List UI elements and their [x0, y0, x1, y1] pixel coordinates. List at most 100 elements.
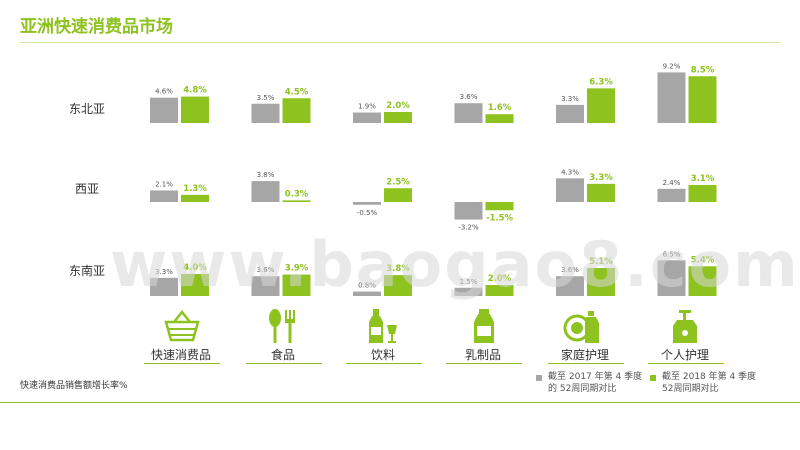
bar-1-1-5: [688, 184, 717, 202]
category-label-personal-care: 个人护理: [660, 348, 709, 362]
data-label-1-0-0: 2.1%: [155, 180, 173, 188]
data-label-1-0-1: 3.8%: [257, 171, 275, 179]
data-label-2-1-5: 5.4%: [691, 255, 715, 265]
data-label-2-0-5: 6.5%: [663, 250, 681, 258]
bar-2-0-2: [353, 291, 381, 296]
bar-0-1-2: [384, 112, 412, 123]
bar-0-1-1: [282, 98, 311, 123]
data-label-0-1-5: 8.5%: [691, 65, 715, 75]
data-label-1-0-4: 4.3%: [561, 168, 579, 176]
data-label-0-1-1: 4.5%: [285, 87, 309, 97]
legend-swatch-2017: [536, 375, 542, 381]
bar-1-1-1: [282, 200, 311, 202]
bar-2-0-5: [657, 260, 686, 296]
data-label-0-1-4: 6.3%: [589, 77, 613, 87]
legend-label-2017: 截至 2017 年第 4 季度 的 52周同期对比: [548, 372, 643, 394]
bar-0-1-3: [485, 114, 514, 123]
pump-bottle-icon: [673, 310, 697, 343]
growth-bar-chart: 4.6% 3.5% 1.9% 3.6% 3.3% 9.2% 4.8% 4.5% 2.0% 1.6%…: [150, 62, 717, 296]
data-label-1-1-3: -1.5%: [486, 213, 514, 223]
bar-0-0-0: [150, 97, 178, 123]
category-label-beverages: 饮料: [370, 348, 395, 362]
milk-bottle-icon: [474, 309, 494, 343]
shopping-basket-icon: [164, 309, 200, 342]
spoon-fork-icon: [269, 309, 295, 343]
bar-0-0-5: [657, 72, 686, 123]
data-label-1-1-0: 1.3%: [183, 184, 207, 194]
data-label-2-1-4: 5.1%: [589, 257, 613, 267]
bar-2-1-4: [587, 267, 615, 296]
category-underline: [144, 363, 220, 364]
data-label-1-1-2: 2.5%: [386, 177, 410, 187]
page-title: 亚洲快速消费品市场: [20, 17, 173, 37]
region-label-northeast-asia: 东北亚: [68, 102, 105, 116]
bar-1-1-3: [485, 202, 514, 211]
category-underline: [246, 363, 322, 364]
bar-2-1-1: [282, 274, 311, 296]
category-underline: [346, 363, 422, 364]
bar-1-0-4: [556, 178, 584, 202]
data-label-0-0-2: 1.9%: [358, 103, 376, 111]
bar-1-1-0: [181, 194, 209, 202]
bar-0-0-2: [353, 112, 381, 123]
category-label-dairy: 乳制品: [464, 348, 501, 362]
data-label-1-1-1: 0.3%: [285, 189, 309, 199]
data-label-2-1-0: 4.0%: [183, 263, 207, 273]
category-label-home-care: 家庭护理: [560, 348, 609, 362]
data-label-0-0-5: 9.2%: [663, 62, 681, 70]
category-underline: [548, 363, 624, 364]
data-label-2-0-3: 1.5%: [460, 278, 478, 286]
data-label-1-0-5: 2.4%: [663, 179, 681, 187]
bar-2-1-2: [384, 275, 412, 296]
data-label-2-1-2: 3.8%: [386, 264, 410, 274]
data-label-0-0-0: 4.6%: [155, 88, 173, 96]
bar-2-0-4: [556, 276, 584, 296]
data-label-0-0-1: 3.5%: [257, 94, 275, 102]
category-underline: [648, 363, 724, 364]
data-label-2-1-1: 3.9%: [285, 264, 309, 274]
category-label-food: 食品: [270, 348, 295, 362]
region-label-west-asia: 西亚: [74, 182, 99, 196]
bar-0-1-0: [181, 96, 209, 123]
bar-2-0-0: [150, 277, 178, 296]
title-divider: [20, 42, 780, 43]
data-label-2-0-1: 3.6%: [257, 266, 275, 274]
footer-divider: [0, 402, 800, 403]
bar-2-0-1: [251, 276, 280, 296]
bar-2-1-5: [688, 266, 717, 296]
legend-label-2018: 截至 2018 年第 4 季度 52周同期对比: [662, 372, 757, 394]
data-label-0-1-0: 4.8%: [183, 86, 207, 96]
data-label-2-0-4: 3.6%: [561, 266, 579, 274]
bar-1-0-5: [657, 188, 686, 202]
dish-detergent-icon: [563, 311, 599, 343]
data-label-2-0-0: 3.3%: [155, 268, 173, 276]
bar-0-0-4: [556, 104, 584, 123]
category-label-fmcg: 快速消费品: [150, 348, 211, 362]
data-label-1-1-4: 3.3%: [589, 173, 613, 183]
bar-1-0-1: [251, 181, 280, 202]
data-label-0-0-4: 3.3%: [561, 95, 579, 103]
bar-1-1-4: [587, 183, 615, 202]
bar-0-1-5: [688, 76, 717, 123]
data-label-0-0-3: 3.6%: [460, 93, 478, 101]
bar-2-1-0: [181, 274, 209, 296]
bar-1-0-3: [454, 202, 483, 220]
data-label-1-0-2: -0.5%: [357, 209, 378, 217]
bar-1-0-0: [150, 190, 178, 202]
category-underline: [446, 363, 522, 364]
bar-1-1-2: [384, 188, 412, 202]
data-label-0-1-3: 1.6%: [488, 103, 512, 113]
region-label-southeast-asia: 东南亚: [68, 264, 105, 278]
bar-0-1-4: [587, 88, 615, 123]
chart-footnote: 快速消费品销售额增长率%: [20, 381, 128, 391]
bar-2-1-3: [485, 285, 514, 296]
data-label-0-1-2: 2.0%: [386, 101, 410, 111]
bottle-glass-icon: [369, 309, 397, 343]
bar-0-0-3: [454, 103, 483, 123]
bar-1-0-2: [353, 202, 381, 205]
legend-swatch-2018: [650, 375, 656, 381]
data-label-2-0-2: 0.8%: [358, 282, 376, 290]
data-label-1-0-3: -3.2%: [458, 224, 479, 232]
bar-0-0-1: [251, 103, 280, 123]
data-label-1-1-5: 3.1%: [691, 174, 715, 184]
